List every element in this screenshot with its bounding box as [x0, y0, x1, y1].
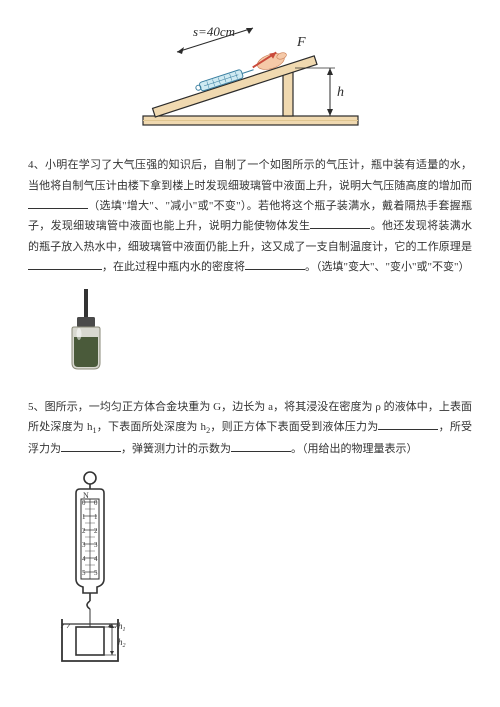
f-label: F — [296, 35, 306, 50]
svg-text:4: 4 — [82, 555, 86, 563]
bottle-cap — [77, 317, 95, 327]
svg-text:5: 5 — [82, 569, 86, 577]
h1-dimension: h1 — [104, 621, 126, 633]
scale-ring — [84, 472, 96, 484]
q5-text-2: ，下表面所处深度为 h — [97, 421, 206, 433]
svg-text:5: 5 — [94, 569, 98, 577]
h-label: h — [337, 85, 344, 100]
q4-text-5: 。（选填"变大"、"变小"或"不变"） — [305, 261, 469, 273]
q5-text-5: ，弹簧测力计的示数为 — [121, 443, 231, 455]
scale-hook — [87, 601, 90, 609]
svg-text:h2: h2 — [118, 637, 126, 649]
blank — [28, 260, 102, 270]
tick-0-l: 0 — [82, 499, 86, 507]
tick-0-r: 0 — [94, 499, 98, 507]
svg-text:2: 2 — [94, 527, 98, 535]
blank — [310, 219, 370, 229]
svg-text:3: 3 — [94, 541, 98, 549]
figure-bottle — [28, 287, 472, 382]
blank — [28, 199, 88, 209]
blank — [231, 441, 291, 451]
svg-text:2: 2 — [82, 527, 86, 535]
blank — [378, 420, 438, 430]
bottle-highlight — [77, 328, 82, 340]
question-4: 4、小明在学习了大气压强的知识后，自制了一个如图所示的气压计，瓶中装有适量的水，… — [28, 155, 472, 277]
blank — [61, 441, 121, 451]
q5-text-6: 。（用给出的物理量表示） — [291, 443, 418, 455]
svg-text:3: 3 — [82, 541, 86, 549]
question-5: 5、图所示，一均匀正方体合金块重为 G，边长为 a，将其浸没在密度为 ρ 的液体… — [28, 397, 472, 459]
blank — [245, 260, 305, 270]
svg-text:1: 1 — [94, 513, 98, 521]
bottle-svg — [56, 287, 116, 375]
q5-text-3: ，则正方体下表面受到液体压力为 — [210, 421, 378, 433]
spring-scale-svg: N 0 0 11 22 33 44 55 h1 — [50, 469, 160, 667]
svg-text:4: 4 — [94, 555, 98, 563]
svg-text:h1: h1 — [118, 621, 126, 633]
vertical-support — [283, 70, 293, 116]
bottle-liquid — [74, 337, 98, 367]
q4-number: 4、 — [28, 159, 45, 171]
q5-number: 5、 — [28, 401, 45, 413]
s-dimension: s=40cm — [177, 24, 253, 54]
q4-text-1: 小明在学习了大气压强的知识后，自制了一个如图所示的气压计，瓶中装有适量的水，当他… — [28, 159, 472, 191]
h-dimension: h — [295, 68, 344, 116]
figure-inclined-plane: s=40cm F h — [28, 24, 472, 141]
inclined-plane-svg: s=40cm F h — [135, 24, 365, 134]
svg-text:1: 1 — [82, 513, 86, 521]
s-label: s=40cm — [193, 24, 235, 39]
q4-text-4: ，在此过程中瓶内水的密度将 — [102, 261, 245, 273]
cube-block — [76, 627, 104, 655]
figure-spring-scale: N 0 0 11 22 33 44 55 h1 — [28, 469, 472, 674]
